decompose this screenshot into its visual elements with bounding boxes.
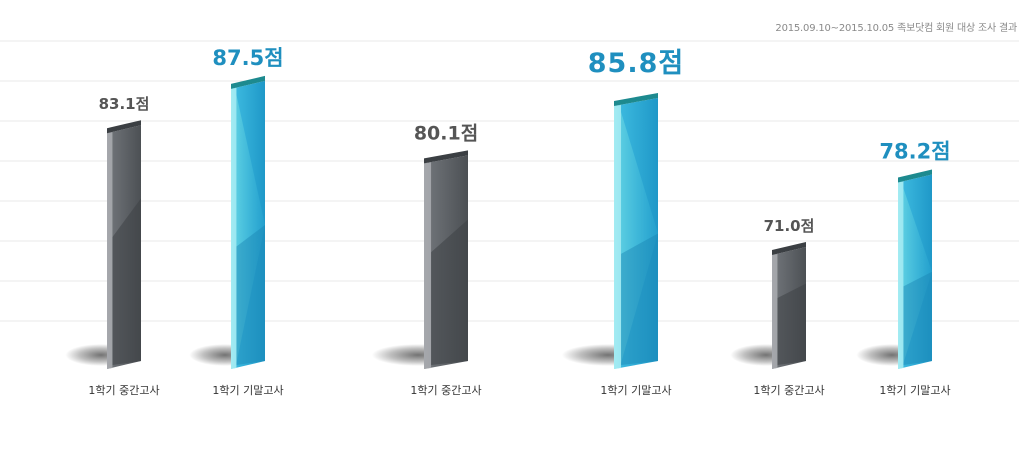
bar-facet-dark (431, 219, 468, 365)
bar-edge-highlight (772, 254, 778, 369)
bar-top-cap (424, 150, 468, 164)
bar-edge-highlight (107, 132, 113, 369)
category-label: 1학기 중간고사 (88, 384, 159, 397)
bar-facet-dark (236, 224, 265, 365)
bar-facet-dark (903, 271, 932, 365)
bars (65, 75, 932, 370)
bar-facet-dark (621, 233, 658, 365)
category-label: 1학기 기말고사 (212, 384, 283, 397)
category-label: 1학기 중간고사 (410, 384, 481, 397)
bar-edge-highlight (614, 105, 622, 369)
labels: 83.1점 1학기 중간고사 87.5점 1학기 기말고사 80.1점 1학기 중간고사 8… (88, 46, 950, 397)
bar-top-cap (898, 169, 932, 183)
bar-top-cap (107, 120, 141, 134)
bar-edge-highlight (424, 162, 432, 369)
bar-facet-dark (112, 198, 141, 365)
source-note: 2015.09.10~2015.10.05 족보닷컴 회원 대상 조사 결과 (775, 23, 1017, 34)
bar-1 (65, 120, 141, 370)
bar-5 (730, 242, 806, 369)
value-label: 83.1점 (99, 95, 150, 113)
bar-facet-dark (777, 283, 806, 365)
bar-facet (621, 112, 658, 363)
value-label: 71.0점 (764, 217, 815, 235)
value-label: 78.2점 (879, 140, 950, 164)
bar-6 (856, 169, 932, 369)
value-label: 80.1점 (414, 122, 478, 144)
category-label: 1학기 중간고사 (753, 384, 824, 397)
bar-4 (561, 93, 658, 369)
gridlines (0, 40, 1019, 322)
category-label: 1학기 기말고사 (600, 384, 671, 397)
bar-edge-highlight (231, 87, 237, 370)
bar-top-cap (772, 242, 806, 256)
bar-top-cap (614, 93, 658, 106)
value-label: 85.8점 (588, 48, 684, 79)
value-label: 87.5점 (212, 46, 283, 70)
bar-top-cap (231, 75, 265, 89)
category-label: 1학기 기말고사 (879, 384, 950, 397)
bar-2 (189, 75, 265, 370)
bar-facet (236, 94, 265, 364)
bar-3 (371, 150, 468, 369)
bar-edge-highlight (898, 181, 904, 369)
bar-facet (903, 188, 932, 363)
